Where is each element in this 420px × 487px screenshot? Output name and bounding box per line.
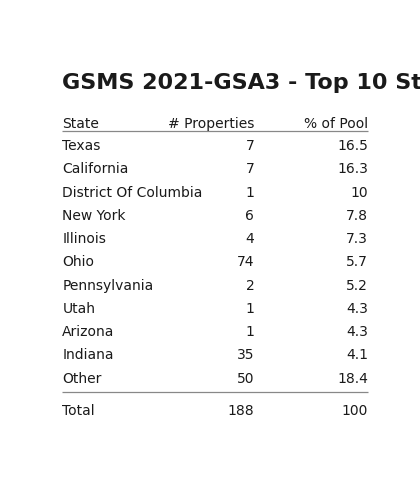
Text: Other: Other <box>62 372 102 386</box>
Text: Indiana: Indiana <box>62 348 114 362</box>
Text: 2: 2 <box>246 279 255 293</box>
Text: 4.1: 4.1 <box>346 348 368 362</box>
Text: 16.5: 16.5 <box>337 139 368 153</box>
Text: 7: 7 <box>246 139 255 153</box>
Text: 7.3: 7.3 <box>346 232 368 246</box>
Text: 4.3: 4.3 <box>346 325 368 339</box>
Text: GSMS 2021-GSA3 - Top 10 States: GSMS 2021-GSA3 - Top 10 States <box>62 74 420 94</box>
Text: 6: 6 <box>245 209 255 223</box>
Text: 74: 74 <box>237 255 255 269</box>
Text: Illinois: Illinois <box>62 232 106 246</box>
Text: % of Pool: % of Pool <box>304 116 368 131</box>
Text: 100: 100 <box>342 404 368 418</box>
Text: State: State <box>62 116 99 131</box>
Text: # Properties: # Properties <box>168 116 255 131</box>
Text: District Of Columbia: District Of Columbia <box>62 186 202 200</box>
Text: 10: 10 <box>351 186 368 200</box>
Text: Total: Total <box>62 404 95 418</box>
Text: 50: 50 <box>237 372 255 386</box>
Text: 1: 1 <box>245 325 255 339</box>
Text: 5.7: 5.7 <box>346 255 368 269</box>
Text: 7: 7 <box>246 162 255 176</box>
Text: California: California <box>62 162 129 176</box>
Text: 18.4: 18.4 <box>337 372 368 386</box>
Text: Pennsylvania: Pennsylvania <box>62 279 154 293</box>
Text: 16.3: 16.3 <box>337 162 368 176</box>
Text: Ohio: Ohio <box>62 255 94 269</box>
Text: 1: 1 <box>245 302 255 316</box>
Text: New York: New York <box>62 209 126 223</box>
Text: 4: 4 <box>246 232 255 246</box>
Text: Arizona: Arizona <box>62 325 115 339</box>
Text: 35: 35 <box>237 348 255 362</box>
Text: 1: 1 <box>245 186 255 200</box>
Text: 4.3: 4.3 <box>346 302 368 316</box>
Text: Texas: Texas <box>62 139 101 153</box>
Text: 7.8: 7.8 <box>346 209 368 223</box>
Text: 5.2: 5.2 <box>346 279 368 293</box>
Text: 188: 188 <box>228 404 255 418</box>
Text: Utah: Utah <box>62 302 95 316</box>
